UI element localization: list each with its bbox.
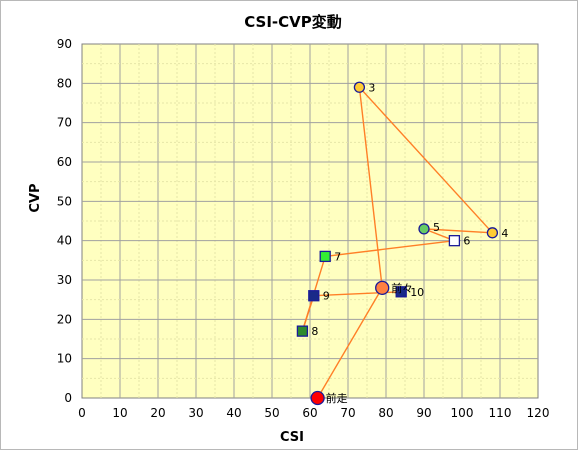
series-segment	[325, 239, 455, 258]
x-tick-label: 30	[188, 406, 203, 420]
x-tick-label: 70	[340, 406, 355, 420]
series-segment	[358, 87, 383, 288]
point-label: 前走	[326, 391, 348, 405]
data-point	[308, 290, 320, 302]
data-point	[418, 223, 430, 235]
data-point	[395, 286, 407, 298]
data-point	[448, 235, 461, 247]
data-points	[296, 81, 499, 406]
series-segment	[301, 295, 315, 332]
x-tick-label: 80	[378, 406, 393, 420]
y-tick-label: 70	[57, 116, 72, 130]
point-label: 3	[368, 81, 375, 94]
x-tick-label: 110	[489, 406, 512, 420]
data-point	[375, 280, 390, 296]
point-labels: 前走 前々 3 4 5 6 7 8 9 10	[311, 81, 508, 405]
grid	[82, 44, 538, 398]
chart-title: CSI-CVP変動	[244, 13, 342, 31]
y-tick-label: 30	[57, 273, 72, 287]
y-tick-label: 90	[57, 37, 72, 51]
series-segment	[423, 228, 493, 234]
x-tick-label: 60	[302, 406, 317, 420]
x-tick-label: 120	[527, 406, 550, 420]
series-segment	[316, 287, 383, 399]
point-label: 4	[501, 227, 508, 240]
x-axis-label: CSI	[280, 430, 304, 445]
point-label: 5	[433, 221, 440, 234]
x-tick-label: 100	[451, 406, 474, 420]
y-tick-label: 20	[57, 312, 72, 326]
x-tick-label: 50	[264, 406, 279, 420]
y-axis-label: CVP	[28, 183, 43, 212]
point-label: 6	[463, 235, 470, 248]
series-segment	[358, 86, 493, 234]
y-tick-label: 50	[57, 194, 72, 208]
y-tick-label: 10	[57, 352, 72, 366]
data-point	[486, 227, 499, 239]
point-label: 前々	[391, 281, 413, 295]
y-tick-label: 40	[57, 234, 72, 248]
x-tick-label: 20	[150, 406, 165, 420]
point-label: 9	[323, 290, 330, 303]
x-tick-label: 10	[112, 406, 127, 420]
point-label: 10	[410, 286, 424, 299]
point-label: 8	[311, 325, 318, 338]
data-point	[310, 390, 325, 406]
y-tick-label: 60	[57, 155, 72, 169]
y-tick-label: 80	[57, 76, 72, 90]
data-point	[353, 81, 366, 93]
tick-labels: 0 10 20 30 40 50 60 70 80 90 100 110 120 0 10 20 30 40 50 6…	[57, 37, 550, 420]
x-tick-label: 0	[78, 406, 86, 420]
x-tick-label: 90	[416, 406, 431, 420]
point-label: 7	[334, 250, 341, 263]
data-point	[319, 250, 331, 263]
y-tick-label: 0	[64, 391, 72, 405]
data-point	[296, 325, 309, 337]
x-tick-label: 40	[226, 406, 241, 420]
